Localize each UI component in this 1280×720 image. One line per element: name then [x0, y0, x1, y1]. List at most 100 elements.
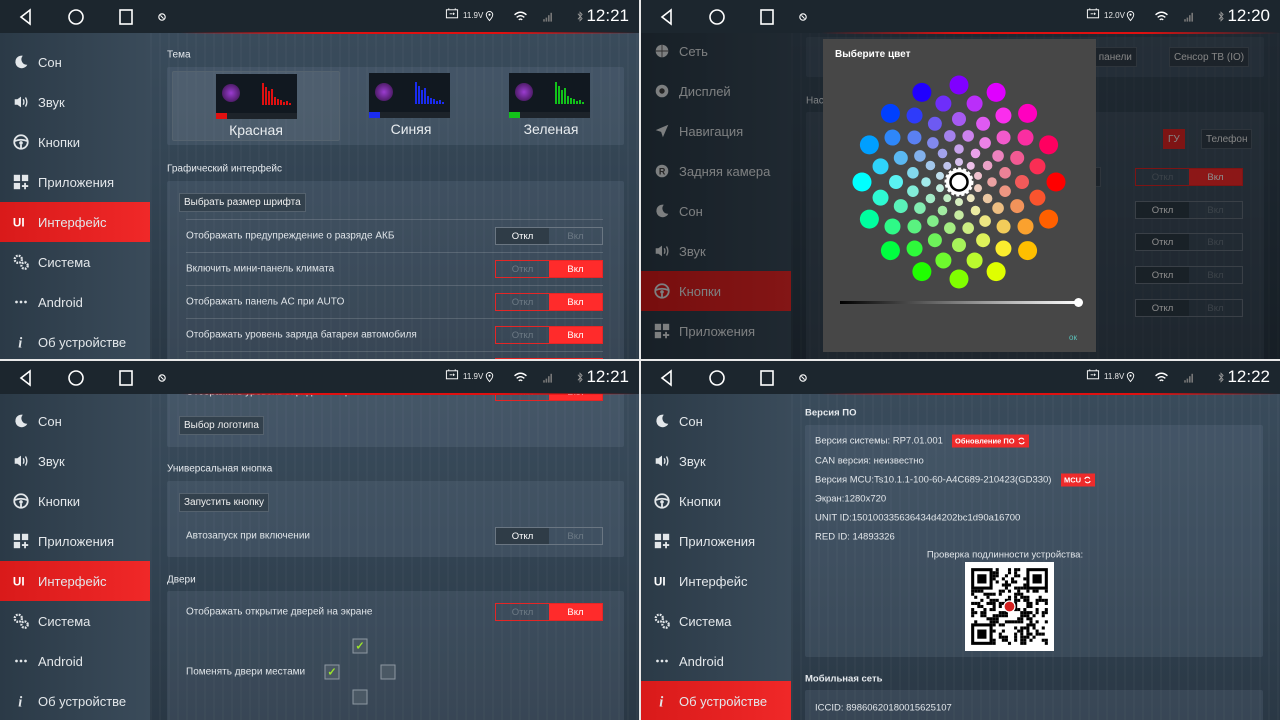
on-off-toggle[interactable]: Откл Вкл	[495, 293, 603, 311]
color-dot[interactable]	[889, 175, 903, 189]
color-dot[interactable]	[999, 185, 1011, 197]
color-dot[interactable]	[995, 107, 1012, 124]
home-icon[interactable]	[66, 368, 86, 388]
recent-apps-icon[interactable]	[116, 368, 136, 388]
color-dot[interactable]	[974, 171, 983, 180]
color-dot[interactable]	[952, 112, 966, 126]
brightness-slider-track[interactable]	[840, 301, 1078, 304]
color-dot[interactable]	[935, 252, 952, 269]
theme-option-0[interactable]: Красная	[172, 71, 340, 141]
color-dot[interactable]	[999, 167, 1011, 179]
color-dot[interactable]	[927, 233, 942, 248]
color-dot[interactable]	[906, 107, 923, 124]
toggle-on-option[interactable]: Вкл	[1189, 169, 1242, 185]
sidebar-item-steering-wheel[interactable]: Кнопки	[0, 481, 150, 521]
sidebar-item-info[interactable]: i Об устройстве	[0, 322, 150, 359]
toggle-on-option[interactable]: Вкл	[549, 261, 602, 277]
theme-option-2[interactable]: Зеленая	[467, 71, 635, 141]
color-dot[interactable]	[1010, 199, 1025, 214]
door-checkbox-right[interactable]	[380, 664, 396, 680]
sidebar-item-ui[interactable]: UI Интерфейс	[0, 202, 150, 242]
update-mcu-button[interactable]: MCU	[1061, 473, 1096, 487]
color-dot[interactable]	[954, 210, 964, 220]
toggle-on-option[interactable]: Вкл	[567, 530, 584, 542]
toggle-off-option[interactable]: Откл	[511, 329, 534, 341]
color-dot[interactable]	[1029, 158, 1046, 175]
color-dot[interactable]	[912, 82, 932, 102]
color-dot[interactable]	[880, 241, 900, 261]
home-icon[interactable]	[707, 368, 727, 388]
on-off-toggle[interactable]: Откл Вкл	[495, 603, 603, 621]
toggle-on-option[interactable]: Вкл	[549, 604, 602, 620]
back-icon[interactable]	[657, 7, 677, 27]
toggle-on-option[interactable]: Вкл	[567, 230, 584, 242]
color-dot[interactable]	[893, 199, 908, 214]
color-dot[interactable]	[979, 215, 991, 227]
color-dot[interactable]	[955, 198, 963, 206]
sidebar-item-apps[interactable]: Приложения	[0, 521, 150, 561]
color-dot[interactable]	[884, 218, 901, 235]
theme-option-1[interactable]: Синяя	[327, 71, 495, 141]
sidebar-item-navigation[interactable]: Навигация	[641, 111, 791, 151]
color-dot[interactable]	[884, 129, 901, 146]
color-dot[interactable]	[1039, 135, 1059, 155]
sidebar-item-steering-wheel[interactable]: Кнопки	[641, 271, 791, 311]
on-off-toggle[interactable]: Откл Вкл	[1135, 201, 1243, 219]
color-dot[interactable]	[955, 158, 963, 166]
color-dot[interactable]	[962, 222, 974, 234]
sidebar-item-moon[interactable]: Сон	[641, 191, 791, 231]
color-dot[interactable]	[944, 130, 956, 142]
on-off-toggle[interactable]: Откл Вкл	[495, 527, 603, 545]
color-dot[interactable]	[987, 177, 997, 187]
sidebar-item-info[interactable]: i Об устройстве	[0, 681, 150, 720]
sidebar-item-globe[interactable]: Сеть	[641, 31, 791, 71]
sidebar-item-gear[interactable]: Система	[641, 601, 791, 641]
sidebar-item-steering-wheel[interactable]: Кнопки	[0, 122, 150, 162]
color-dot[interactable]	[982, 193, 993, 204]
toggle-off-option[interactable]: Откл	[511, 263, 534, 275]
color-dot[interactable]	[954, 144, 964, 154]
color-dot[interactable]	[907, 219, 922, 234]
color-dot[interactable]	[893, 150, 908, 165]
color-dot[interactable]	[880, 103, 900, 123]
color-dot[interactable]	[859, 135, 879, 155]
on-off-toggle[interactable]: Откл Вкл	[495, 227, 603, 245]
color-dot[interactable]	[925, 160, 936, 171]
toggle-off-option[interactable]: Откл	[496, 528, 549, 544]
color-dot[interactable]	[1018, 103, 1038, 123]
sidebar-item-info[interactable]: i Об устройстве	[641, 681, 791, 720]
toggle-off-option[interactable]: Откл	[1136, 267, 1189, 283]
sidebar-item-dots[interactable]: Android	[641, 641, 791, 681]
toggle-on-option[interactable]: Вкл	[549, 327, 602, 343]
color-dot[interactable]	[976, 116, 991, 131]
color-dot[interactable]	[992, 202, 1004, 214]
sidebar-item-apps[interactable]: Приложения	[0, 162, 150, 202]
toggle-off-option[interactable]: Откл	[511, 606, 534, 618]
on-off-toggle[interactable]: Откл Вкл	[495, 260, 603, 278]
toggle-on-option[interactable]: Вкл	[1207, 236, 1224, 248]
sidebar-item-apps[interactable]: Приложения	[641, 521, 791, 561]
color-dot[interactable]	[872, 189, 889, 206]
toggle-off-option[interactable]: Откл	[1136, 202, 1189, 218]
toggle-off-option[interactable]: Откл	[511, 296, 534, 308]
sidebar-item-gear[interactable]: Система	[0, 601, 150, 641]
color-dot[interactable]	[976, 233, 991, 248]
color-dot[interactable]	[1046, 172, 1066, 192]
color-dot[interactable]	[935, 184, 944, 193]
color-dot[interactable]	[859, 209, 879, 229]
recent-apps-icon[interactable]	[116, 7, 136, 27]
back-icon[interactable]	[16, 7, 36, 27]
color-dot[interactable]	[970, 148, 981, 159]
on-off-toggle[interactable]: Откл Вкл	[1135, 266, 1243, 284]
sidebar-item-steering-wheel[interactable]: Кнопки	[641, 481, 791, 521]
toggle-off-option[interactable]: Откл	[1151, 171, 1174, 183]
color-dot[interactable]	[1015, 175, 1029, 189]
color-dot[interactable]	[982, 160, 993, 171]
sidebar-item-speaker[interactable]: Звук	[0, 441, 150, 481]
color-dot[interactable]	[906, 240, 923, 257]
color-dot[interactable]	[921, 177, 931, 187]
on-off-toggle[interactable]: Откл Вкл	[1135, 168, 1243, 186]
home-icon[interactable]	[66, 7, 86, 27]
color-dot[interactable]	[962, 130, 974, 142]
sensor-button[interactable]: Сенсор ТВ (IO)	[1169, 47, 1250, 67]
